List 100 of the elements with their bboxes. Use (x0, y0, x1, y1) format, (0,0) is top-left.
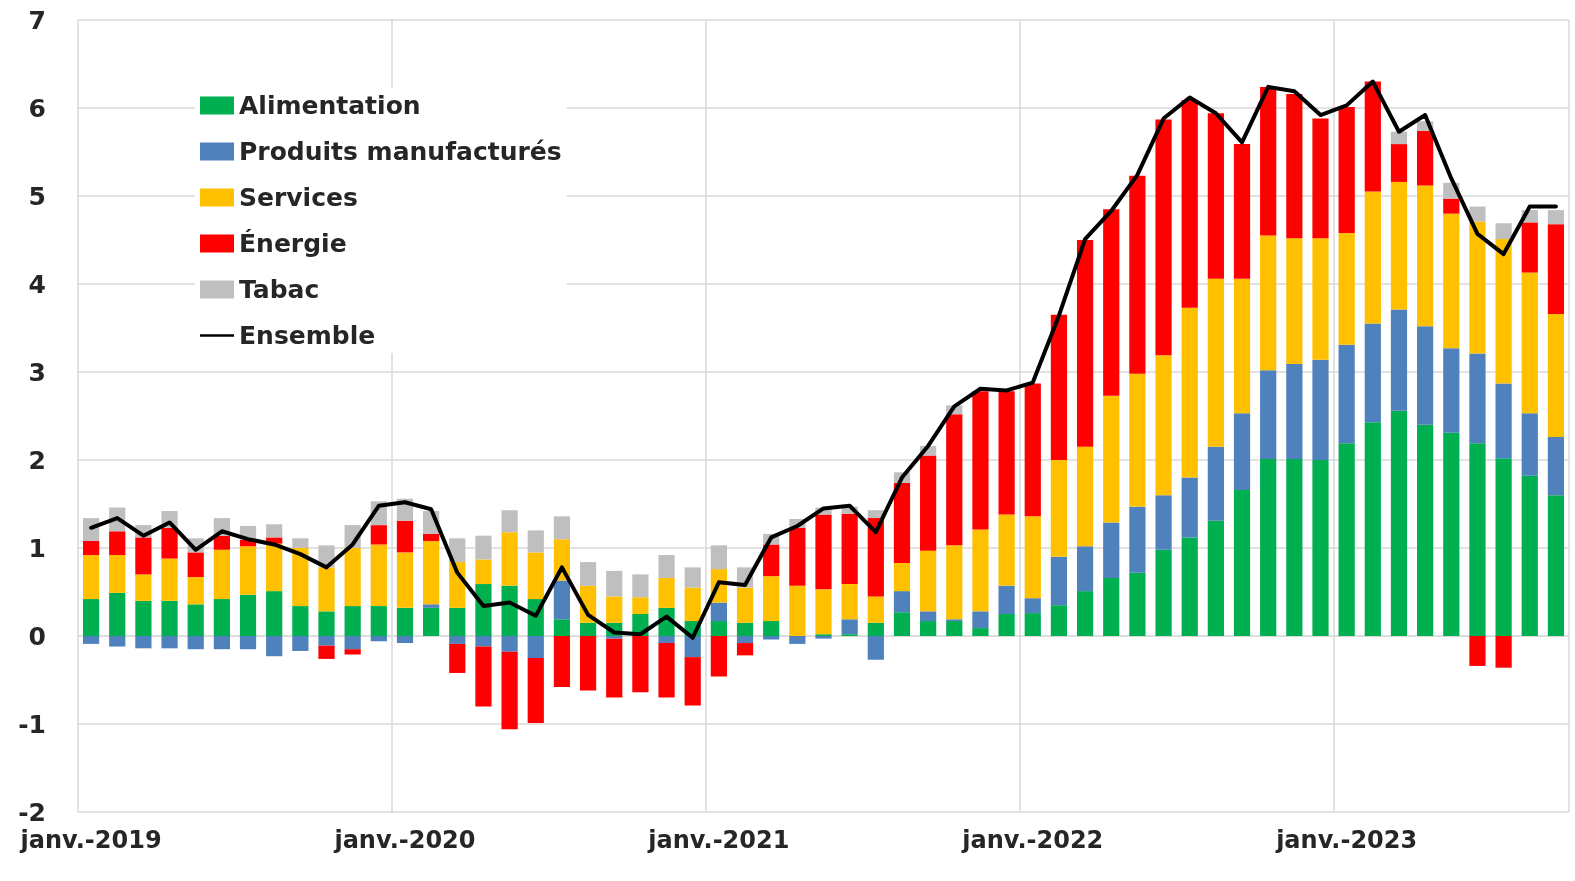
bar (684, 567, 701, 588)
bar (318, 645, 335, 659)
bar (998, 614, 1015, 636)
bar (1181, 307, 1198, 478)
y-tick-label: 5 (28, 181, 46, 211)
bar (684, 587, 701, 622)
bar (920, 550, 937, 612)
bar (736, 622, 754, 636)
bar (82, 636, 100, 644)
bar (1443, 213, 1460, 349)
bar (266, 636, 283, 657)
bar (1390, 144, 1408, 182)
bar (815, 514, 832, 590)
bar (161, 636, 178, 649)
bar (867, 596, 884, 623)
bar (1521, 475, 1538, 636)
y-tick-label: 7 (28, 5, 46, 35)
bar (710, 545, 727, 570)
bar (527, 658, 544, 724)
bar (1024, 598, 1041, 614)
bar (1155, 549, 1172, 636)
bar (658, 643, 675, 698)
bar (1469, 443, 1486, 636)
bar (423, 533, 440, 541)
bar (1286, 364, 1303, 460)
bar (1260, 235, 1277, 371)
bar (1443, 432, 1460, 636)
bar (1076, 240, 1094, 447)
bar (1076, 446, 1094, 547)
bar (135, 537, 152, 575)
bar (1181, 537, 1198, 636)
bar (815, 589, 832, 635)
bar (239, 546, 257, 595)
bar (1469, 221, 1486, 354)
bar (1129, 572, 1146, 636)
bar (1260, 86, 1277, 236)
bar (1312, 460, 1329, 636)
y-tick-label: -1 (18, 709, 46, 739)
bar (1417, 130, 1434, 186)
bar (1155, 495, 1172, 550)
bar (789, 527, 806, 586)
bar (1050, 605, 1068, 636)
legend-label: Énergie (239, 229, 347, 258)
bar (187, 636, 204, 650)
bar (867, 510, 884, 519)
bar (841, 513, 858, 585)
bar (135, 636, 152, 649)
bar (841, 619, 858, 635)
bar (1312, 359, 1329, 460)
bar (1547, 224, 1565, 314)
bar (266, 591, 283, 636)
bar (1207, 278, 1224, 447)
bar (1417, 424, 1434, 636)
legend-label: Tabac (239, 275, 320, 304)
bar (370, 544, 387, 607)
bar (632, 574, 649, 598)
bar (972, 628, 989, 636)
bar (109, 555, 126, 593)
bar (1207, 113, 1224, 279)
bar (893, 591, 911, 613)
bar (239, 636, 257, 650)
line-series (89, 79, 1558, 640)
bar (1495, 383, 1512, 459)
bar (187, 552, 204, 578)
bar (1338, 107, 1355, 233)
bar (292, 538, 309, 548)
bar (1495, 458, 1512, 636)
bar (1233, 413, 1251, 490)
bar (1103, 209, 1120, 396)
bar (1233, 278, 1251, 414)
bar (632, 636, 649, 693)
bar (1286, 238, 1303, 365)
bar (501, 651, 518, 730)
bar (344, 548, 361, 607)
bar (579, 622, 597, 636)
bar (475, 584, 492, 636)
bar (1024, 613, 1041, 636)
bar (527, 552, 544, 600)
bar (1050, 314, 1068, 460)
bar (789, 636, 806, 644)
bar (82, 540, 100, 556)
bar (736, 643, 754, 656)
bar (1495, 223, 1512, 240)
bar (736, 587, 754, 623)
bar (1547, 437, 1565, 496)
x-tick-label: janv.-2023 (1275, 826, 1418, 854)
bar (213, 549, 230, 600)
bar (1390, 131, 1408, 145)
bar (449, 607, 466, 636)
bar (1129, 506, 1146, 573)
bar (920, 455, 937, 551)
bar (920, 611, 937, 622)
bar (946, 414, 963, 546)
bar (920, 621, 937, 636)
x-tick-label: janv.-2022 (961, 826, 1104, 854)
bar (1076, 591, 1094, 636)
bar (449, 636, 466, 644)
bar (1521, 272, 1538, 414)
bar (1233, 489, 1251, 636)
bar (1521, 413, 1538, 476)
